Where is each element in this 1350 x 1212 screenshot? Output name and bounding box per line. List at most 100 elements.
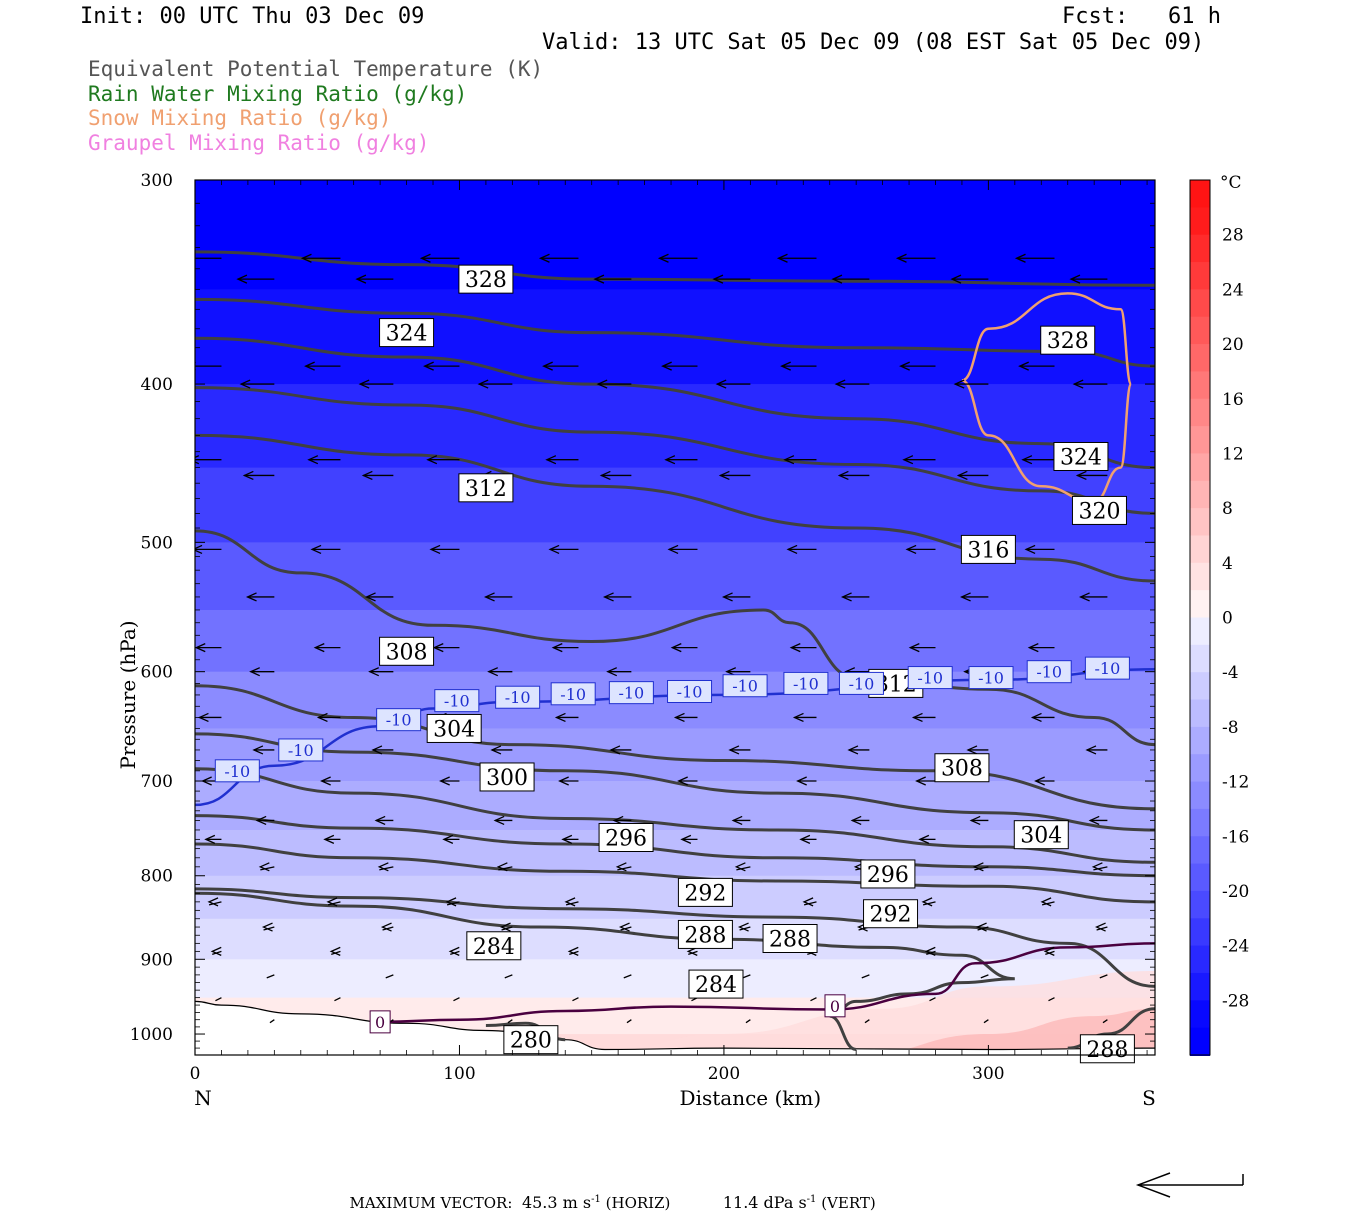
isotherm-label: -10 (608, 681, 654, 705)
wind-vector-head (731, 815, 743, 826)
theta-e-label-box (1079, 1034, 1135, 1064)
wind-vector (564, 897, 579, 907)
isotherm-label: -10 (783, 671, 829, 695)
theta-e-label: 320 (1071, 495, 1127, 525)
wind-vector-head (712, 274, 724, 284)
wind-vector-head (618, 922, 630, 932)
wind-vector-head (439, 776, 450, 786)
colorbar-band (1190, 180, 1210, 209)
wind-vector (895, 253, 936, 263)
theta-e-contour (195, 767, 1155, 864)
theta-e-label: 280 (503, 1025, 559, 1055)
wind-vector-head (448, 946, 460, 956)
wind-vector-head (657, 253, 669, 263)
colorbar-tick-label: 24 (1222, 280, 1244, 300)
wind-vector (326, 897, 341, 907)
wind-vector (840, 592, 870, 602)
wind-vector-head (361, 470, 373, 481)
theta-e-label: 288 (1079, 1034, 1135, 1064)
wind-vector (487, 667, 513, 677)
wind-vector-head (840, 592, 852, 602)
theta-e-label: 296 (860, 859, 916, 889)
isotherm-label-box (824, 994, 846, 1018)
wind-vector (796, 776, 817, 786)
isotherm-label-box (838, 671, 884, 695)
legend-theta-e: Equivalent Potential Temperature (K) (88, 57, 544, 81)
isotherm-label-box (608, 681, 654, 705)
theta-e-label: 316 (960, 534, 1016, 564)
colorbar-band (1190, 863, 1210, 892)
colorbar-band (1190, 781, 1210, 810)
wind-vector-head (567, 946, 579, 956)
wind-vector-shaft (617, 866, 632, 871)
wind-vector-shaft (327, 901, 341, 906)
wind-vector-head (908, 643, 920, 653)
temperature-band (195, 289, 1155, 386)
wind-vector-head (487, 667, 499, 677)
isotherm-label-text: 0 (375, 1013, 385, 1032)
wind-vector (558, 776, 579, 786)
wind-vector (1088, 815, 1108, 826)
theta-e-label-text: 292 (684, 881, 726, 906)
isotherm-label: -10 (838, 671, 884, 695)
wind-vector-head (496, 862, 508, 872)
isotherm-label-box (1084, 656, 1130, 680)
wind-vector (850, 815, 870, 826)
wind-vector (361, 470, 394, 481)
wind-vector-head (1014, 253, 1026, 263)
wind-vector-head (316, 712, 328, 723)
wind-vector (499, 922, 513, 932)
colorbar-tick-label: 12 (1222, 444, 1244, 464)
wind-vector (783, 455, 817, 465)
theta-e-label: 296 (598, 822, 654, 852)
theta-e-label-box (458, 264, 514, 294)
wind-vector (483, 592, 513, 602)
colorbar-band (1190, 699, 1210, 728)
wind-vector (204, 834, 222, 844)
colorbar-tick-label: -12 (1222, 773, 1249, 793)
wind-vector-head (956, 470, 968, 481)
theta-e-contour (195, 891, 1015, 1051)
wind-vector-head (364, 592, 376, 602)
theta-e-label-box (1013, 820, 1069, 850)
colorbar-band (1190, 836, 1210, 865)
wind-vector-head (245, 592, 257, 602)
wind-vector (432, 643, 460, 653)
isotherm-label: -10 (495, 685, 541, 709)
wind-vector (924, 946, 936, 956)
wind-vector-head (323, 834, 335, 844)
wind-vector (745, 1019, 751, 1024)
theta-e-label-box (458, 473, 514, 503)
wind-vector (721, 592, 751, 602)
wind-vector (245, 592, 275, 602)
wind-vector (799, 834, 817, 844)
colorbar-tick-label: 28 (1222, 226, 1244, 246)
wind-vector-head (258, 862, 270, 872)
colorbar-band (1190, 234, 1210, 264)
wind-vector-shaft (382, 926, 394, 931)
x-tick-label: 0 (190, 1064, 201, 1084)
wind-vector (329, 946, 341, 956)
theta-e-label-box (688, 969, 744, 999)
theta-e-label: 292 (677, 877, 733, 907)
terrain-mask (195, 1001, 1155, 1055)
isotherm-label-box (278, 738, 324, 762)
wind-vector-shaft (980, 974, 989, 979)
wind-vector-head (542, 361, 553, 371)
wind-vector-head (554, 712, 566, 723)
temperature-band (195, 829, 1155, 877)
wind-vector-head (445, 897, 457, 907)
wind-vector (670, 643, 698, 653)
isotherm-label: -10 (278, 738, 324, 762)
isotherm-label-text: -10 (732, 677, 758, 696)
wind-vector (1099, 974, 1108, 979)
isotherm-label-box (722, 674, 768, 698)
wind-vector-head (959, 592, 971, 602)
wind-vector-head (599, 470, 611, 481)
wind-vector (1069, 274, 1108, 284)
wind-vector-head (895, 253, 907, 263)
wind-vector (316, 712, 341, 723)
colorbar-band (1190, 398, 1210, 428)
wind-vector (496, 862, 513, 872)
